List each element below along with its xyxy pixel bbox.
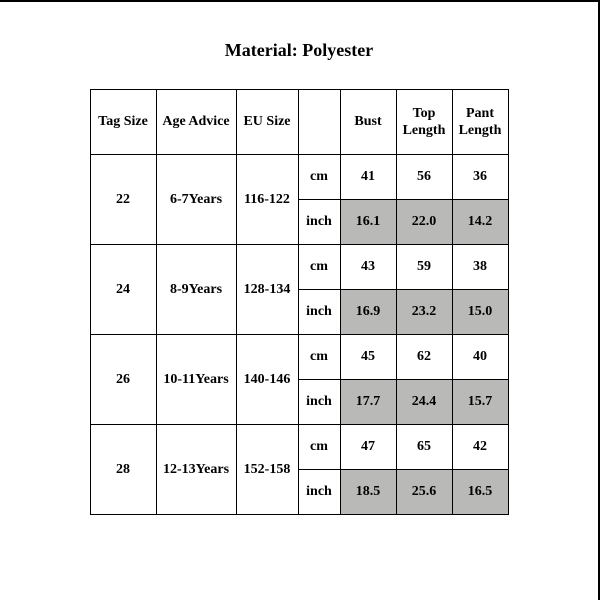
cell-bust-cm: 47 <box>340 425 396 470</box>
cell-unit-cm: cm <box>298 155 340 200</box>
cell-eu-size: 152-158 <box>236 425 298 515</box>
cell-pant-length-inch: 16.5 <box>452 470 508 515</box>
cell-unit-inch: inch <box>298 380 340 425</box>
cell-eu-size: 116-122 <box>236 155 298 245</box>
cell-eu-size: 128-134 <box>236 245 298 335</box>
col-header-pant-length: Pant Length <box>452 90 508 155</box>
col-header-tag-size: Tag Size <box>90 90 156 155</box>
cell-pant-length-cm: 40 <box>452 335 508 380</box>
cell-pant-length-inch: 15.0 <box>452 290 508 335</box>
cell-top-length-cm: 65 <box>396 425 452 470</box>
cell-tag-size: 26 <box>90 335 156 425</box>
cell-unit-cm: cm <box>298 245 340 290</box>
table-row: 26 10-11Years 140-146 cm 45 62 40 <box>90 335 508 380</box>
cell-pant-length-cm: 36 <box>452 155 508 200</box>
cell-bust-inch: 17.7 <box>340 380 396 425</box>
cell-unit-cm: cm <box>298 425 340 470</box>
cell-bust-inch: 16.9 <box>340 290 396 335</box>
cell-bust-cm: 43 <box>340 245 396 290</box>
col-header-age-advice: Age Advice <box>156 90 236 155</box>
table-body: 22 6-7Years 116-122 cm 41 56 36 inch 16.… <box>90 155 508 515</box>
cell-top-length-inch: 23.2 <box>396 290 452 335</box>
cell-unit-inch: inch <box>298 290 340 335</box>
col-header-unit <box>298 90 340 155</box>
cell-age-advice: 12-13Years <box>156 425 236 515</box>
col-header-pant-length-line1: Pant <box>453 105 508 123</box>
col-header-top-length-line1: Top <box>397 105 452 123</box>
col-header-eu-size: EU Size <box>236 90 298 155</box>
cell-age-advice: 6-7Years <box>156 155 236 245</box>
page-title: Material: Polyester <box>30 40 568 61</box>
size-table: Tag Size Age Advice EU Size Bust Top Len… <box>90 89 509 515</box>
cell-bust-inch: 18.5 <box>340 470 396 515</box>
cell-top-length-inch: 22.0 <box>396 200 452 245</box>
col-header-top-length-line2: Length <box>397 122 452 140</box>
cell-top-length-inch: 25.6 <box>396 470 452 515</box>
cell-top-length-inch: 24.4 <box>396 380 452 425</box>
cell-top-length-cm: 56 <box>396 155 452 200</box>
cell-unit-inch: inch <box>298 470 340 515</box>
cell-tag-size: 22 <box>90 155 156 245</box>
table-header-row: Tag Size Age Advice EU Size Bust Top Len… <box>90 90 508 155</box>
table-row: 24 8-9Years 128-134 cm 43 59 38 <box>90 245 508 290</box>
cell-pant-length-cm: 42 <box>452 425 508 470</box>
cell-pant-length-inch: 15.7 <box>452 380 508 425</box>
cell-bust-inch: 16.1 <box>340 200 396 245</box>
page: Material: Polyester Tag Size Age Advice … <box>0 0 600 600</box>
col-header-bust: Bust <box>340 90 396 155</box>
cell-age-advice: 8-9Years <box>156 245 236 335</box>
cell-tag-size: 28 <box>90 425 156 515</box>
cell-unit-inch: inch <box>298 200 340 245</box>
table-row: 22 6-7Years 116-122 cm 41 56 36 <box>90 155 508 200</box>
cell-top-length-cm: 59 <box>396 245 452 290</box>
cell-bust-cm: 41 <box>340 155 396 200</box>
cell-pant-length-cm: 38 <box>452 245 508 290</box>
col-header-pant-length-line2: Length <box>453 122 508 140</box>
cell-tag-size: 24 <box>90 245 156 335</box>
cell-age-advice: 10-11Years <box>156 335 236 425</box>
cell-unit-cm: cm <box>298 335 340 380</box>
cell-bust-cm: 45 <box>340 335 396 380</box>
cell-eu-size: 140-146 <box>236 335 298 425</box>
col-header-top-length: Top Length <box>396 90 452 155</box>
cell-pant-length-inch: 14.2 <box>452 200 508 245</box>
cell-top-length-cm: 62 <box>396 335 452 380</box>
table-row: 28 12-13Years 152-158 cm 47 65 42 <box>90 425 508 470</box>
